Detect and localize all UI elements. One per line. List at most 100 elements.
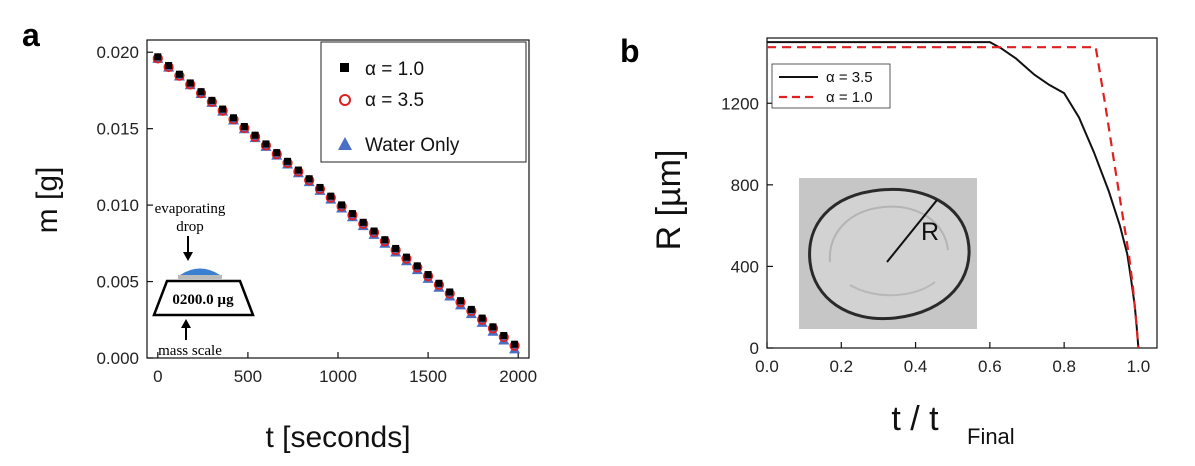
panel-a-inset-schematic: evaporating drop 0200.0 µg mass scale (152, 201, 255, 359)
panel-a-legend: α = 1.0 α = 3.5 Water Only (320, 41, 527, 163)
data-point-alpha-1 (457, 297, 465, 305)
data-point-alpha-1 (229, 114, 237, 122)
data-point-alpha-1 (154, 53, 162, 61)
panel-b-x-tick-label: 1.0 (1127, 357, 1151, 376)
data-point-alpha-1 (402, 253, 410, 261)
panel-b-series-lines (767, 41, 1140, 349)
inset-label-mass-scale: mass scale (158, 343, 222, 359)
inset-arrow-up-head (181, 319, 191, 328)
panel-b-y-tick-label: 800 (731, 176, 759, 195)
data-point-alpha-1 (316, 183, 324, 191)
panel-a-label: a (22, 17, 40, 53)
data-point-alpha-1 (435, 279, 443, 287)
data-point-alpha-1 (305, 175, 313, 183)
data-point-alpha-1 (262, 140, 270, 148)
inset-scale-body (152, 279, 255, 317)
data-point-alpha-1 (294, 166, 302, 174)
data-point-alpha-1 (186, 79, 194, 87)
panel-a-y-tick-label: 0.010 (96, 196, 139, 215)
data-point-alpha-1 (208, 96, 216, 104)
inset-drop-ring-1 (828, 205, 949, 263)
data-point-alpha-1 (413, 262, 421, 270)
panel-a-y-tick-label: 0.005 (96, 273, 139, 292)
panel-b-y-tick-label: 400 (731, 257, 759, 276)
series-line-alpha-1 (767, 46, 1140, 349)
data-point-water-only (444, 290, 456, 301)
data-point-alpha-1 (446, 288, 454, 296)
panel-a-x-tick-label: 1500 (409, 367, 447, 386)
inset-arrow-down-head (183, 252, 193, 261)
panel-b-x-axis-label: t / t (891, 400, 939, 438)
data-point-alpha-1 (511, 340, 519, 348)
panel-b-y-tick-label: 0 (750, 339, 759, 358)
panel-b-ticks: 0.0 0.2 0.4 0.6 0.8 1.0 0 400 800 1200 (721, 94, 1150, 376)
panel-a-x-tick-label: 1000 (319, 367, 357, 386)
panel-b-label: b (620, 33, 640, 69)
panel-a-y-tick-label: 0.015 (96, 120, 139, 139)
data-point-alpha-1 (424, 271, 432, 279)
panel-a-x-tick-label: 0 (153, 367, 162, 386)
panel-b-plot-frame (766, 37, 1158, 349)
panel-a-y-axis-label: m [g] (31, 167, 64, 234)
data-point-alpha-1 (348, 210, 356, 218)
legend-marker-alpha-3-5 (339, 94, 351, 106)
inset-drop-outline (808, 187, 971, 321)
inset-label-drop: drop (176, 219, 204, 235)
data-point-alpha-1 (392, 244, 400, 252)
panel-b-x-tick-label: 0.6 (978, 357, 1002, 376)
inset-scale-pan (178, 275, 222, 279)
legend-label-alpha-3-5: α = 3.5 (365, 90, 424, 111)
data-point-alpha-1 (240, 122, 248, 130)
data-point-alpha-1 (359, 218, 367, 226)
data-point-alpha-1 (467, 305, 475, 313)
inset-label-evaporating: evaporating (155, 201, 226, 217)
inset-radius-label: R (921, 218, 939, 246)
panel-b-inset-photo: R (799, 178, 977, 329)
panel-b-x-tick-label: 0.0 (755, 357, 779, 376)
legend-label-alpha-1: α = 1.0 (365, 59, 424, 80)
panel-b-x-tick-label: 0.4 (904, 357, 928, 376)
data-point-alpha-1 (370, 227, 378, 235)
data-point-alpha-1 (489, 323, 497, 331)
data-point-alpha-1 (327, 192, 335, 200)
data-point-alpha-1 (500, 332, 508, 340)
data-point-alpha-1 (251, 131, 259, 139)
inset-scale-readout: 0200.0 µg (172, 292, 234, 308)
panel-b-y-tick-label: 1200 (721, 94, 759, 113)
panel-b: b 0.0 0.2 0.4 0.6 0.8 1.0 0 400 800 1200 R α = 3.… (620, 33, 1158, 449)
data-point-alpha-1 (478, 314, 486, 322)
panel-a-legend-box (320, 41, 527, 163)
data-point-alpha-1 (338, 201, 346, 209)
data-point-alpha-1 (284, 157, 292, 165)
panel-a-x-tick-label: 2000 (499, 367, 537, 386)
inset-drop-shape (180, 268, 220, 275)
legend-label-water-only: Water Only (365, 135, 460, 156)
data-point-water-only (476, 316, 488, 327)
panel-b-x-tick-label: 0.8 (1052, 357, 1076, 376)
data-point-alpha-1 (219, 105, 227, 113)
data-point-water-only (455, 299, 467, 310)
inset-drop-ring-2 (849, 281, 936, 297)
legend-marker-water-only (338, 137, 352, 150)
data-point-water-only (498, 334, 510, 345)
panel-a-y-tick-label: 0.000 (96, 349, 139, 368)
panel-b-legend: α = 3.5 α = 1.0 (771, 63, 891, 109)
panel-b-legend-box (771, 63, 891, 109)
panel-a-x-axis-label: t [seconds] (265, 421, 410, 454)
panel-b-x-axis-subscript: Final (967, 424, 1015, 449)
data-point-alpha-1 (165, 62, 173, 70)
data-point-water-only (465, 308, 477, 319)
data-point-alpha-1 (197, 88, 205, 96)
panel-b-x-tick-label: 0.2 (829, 357, 853, 376)
panel-a-data-points (152, 52, 521, 354)
legend-label-b-alpha-1: α = 1.0 (826, 89, 873, 106)
panel-a-y-tick-label: 0.020 (96, 43, 139, 62)
legend-label-b-alpha-3-5: α = 3.5 (826, 69, 873, 86)
inset-radius-line (886, 199, 938, 263)
panel-a-x-tick-label: 500 (234, 367, 262, 386)
data-point-water-only (509, 343, 521, 354)
data-point-water-only (487, 325, 499, 336)
data-point-alpha-1 (273, 149, 281, 157)
panel-a: a 0 500 1000 1500 2000 0.000 0.005 0.010 0.015 0.… (22, 17, 537, 454)
